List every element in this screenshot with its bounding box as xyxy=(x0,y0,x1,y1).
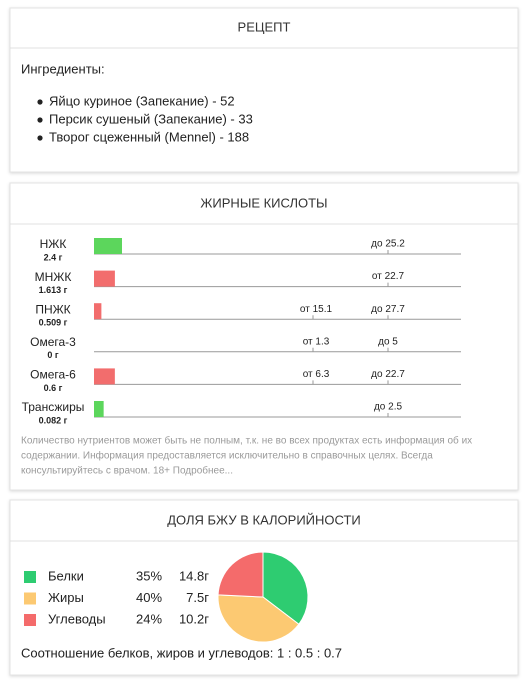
legend-grams: 7.5г xyxy=(186,590,209,605)
legend-name: Жиры xyxy=(48,590,84,605)
ratio: Соотношение белков, жиров и углеводов: 1… xyxy=(21,645,342,660)
ingredient: Творог сцеженный (Mennel) - 188 xyxy=(49,129,249,144)
row-name: МНЖК xyxy=(35,270,72,284)
limit-label: до 2.5 xyxy=(374,402,403,413)
legend-swatch xyxy=(24,592,36,605)
legend-percent: 40% xyxy=(136,590,162,605)
pie-slice xyxy=(262,551,309,625)
row-amount: 0.509 г xyxy=(39,318,68,328)
legend-grams: 14.8г xyxy=(179,568,209,583)
bar xyxy=(94,270,115,287)
row-name: НЖК xyxy=(40,237,67,251)
row-name: Трансжиры xyxy=(22,400,85,414)
bullet xyxy=(37,117,43,123)
bullet xyxy=(37,135,43,141)
fatty-title: ЖИРНЫЕ КИСЛОТЫ xyxy=(200,195,327,210)
disclaimer: содержании. Информация предоставляется и… xyxy=(21,450,433,462)
legend-swatch xyxy=(24,571,36,583)
limit-label: до 25.2 xyxy=(371,239,405,250)
legend-percent: 35% xyxy=(136,568,162,583)
ingredient: Яйцо куриное (Запекание) - 52 xyxy=(49,93,235,108)
ingredients-label: Ингредиенты: xyxy=(21,61,105,76)
legend-percent: 24% xyxy=(136,611,162,626)
bullet xyxy=(37,99,43,105)
row-amount: 1.613 г xyxy=(39,285,68,295)
disclaimer: консультируйтесь с врачом. 18+ Подробнее… xyxy=(21,465,233,477)
disclaimer: Количество нутриентов может быть не полн… xyxy=(21,435,472,447)
limit-label: от 22.7 xyxy=(372,271,405,282)
recipe-card xyxy=(9,7,519,173)
legend-swatch xyxy=(24,614,36,626)
row-amount: 0.6 г xyxy=(44,383,63,393)
limit-label: от 15.1 xyxy=(300,304,333,315)
row-amount: 0.082 г xyxy=(39,415,68,425)
ingredient: Персик сушеный (Запекание) - 33 xyxy=(49,111,253,126)
limit-label: до 5 xyxy=(378,336,398,347)
fatty-card xyxy=(9,182,519,491)
row-name: Омега-3 xyxy=(30,335,76,349)
row-name: ПНЖК xyxy=(35,302,70,316)
bar xyxy=(94,303,102,320)
limit-label: до 22.7 xyxy=(371,369,405,380)
pie-slice xyxy=(217,594,300,643)
macros-title: ДОЛЯ БЖУ В КАЛОРИЙНОСТИ xyxy=(167,512,361,527)
legend-name: Белки xyxy=(48,568,84,583)
bar xyxy=(94,401,104,417)
pie-slice xyxy=(217,551,264,598)
limit-label: от 1.3 xyxy=(303,336,330,347)
bar xyxy=(94,368,115,385)
recipe-title: РЕЦЕПТ xyxy=(238,19,291,34)
legend-name: Углеводы xyxy=(48,611,106,626)
row-amount: 0 г xyxy=(47,350,59,360)
legend-grams: 10.2г xyxy=(179,611,209,626)
bar xyxy=(94,238,122,254)
row-amount: 2.4 г xyxy=(44,252,63,262)
limit-label: до 27.7 xyxy=(371,304,405,315)
row-name: Омега-6 xyxy=(30,368,76,382)
limit-label: от 6.3 xyxy=(303,369,330,380)
